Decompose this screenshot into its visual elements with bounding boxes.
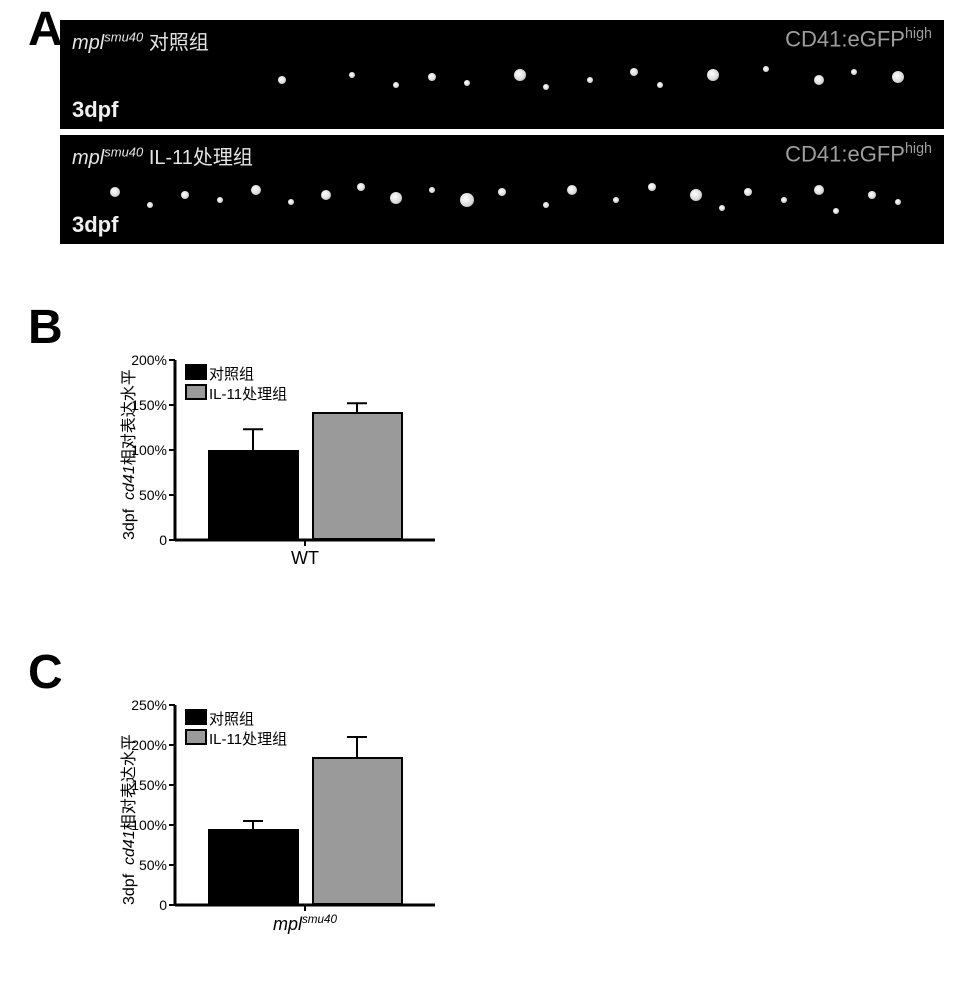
fluorescent-cell <box>181 191 189 199</box>
micrograph-control: mplsmu40 对照组 CD41:eGFPhigh 3dpf <box>60 20 944 129</box>
fluorescent-cell <box>657 82 663 88</box>
fluorescent-cell <box>278 76 286 84</box>
panel-b-label: B <box>28 300 63 355</box>
chart-c: 050%100%150%200%250%3dpf cd41相对表达水平mplsm… <box>120 700 440 930</box>
chart-bar <box>208 450 299 540</box>
fluorescent-cell <box>833 208 839 214</box>
micrograph-control-title: mplsmu40 对照组 <box>72 26 209 55</box>
fluorescent-cell <box>349 72 355 78</box>
fluorescent-cell <box>217 197 223 203</box>
chart-bar <box>208 829 299 905</box>
fluorescent-cell <box>613 197 619 203</box>
fluorescent-cell <box>851 69 857 75</box>
fluorescent-cell <box>321 190 331 200</box>
legend-label: 对照组 <box>209 363 254 384</box>
fluorescent-cell <box>147 202 153 208</box>
micrograph-control-marker: CD41:eGFPhigh <box>785 26 932 52</box>
micrograph-treated-stage: 3dpf <box>72 212 118 238</box>
x-axis-label: WT <box>291 548 319 569</box>
chart-bar <box>312 757 403 905</box>
fluorescent-cell <box>587 77 593 83</box>
y-axis-label: 3dpf cd41相对表达水平 <box>115 734 139 905</box>
fluorescent-cell <box>707 69 719 81</box>
fluorescent-cell <box>690 189 702 201</box>
panel-a-label: A <box>28 2 63 57</box>
fluorescent-cell <box>895 199 901 205</box>
fluorescent-cell <box>393 82 399 88</box>
fluorescent-cell <box>251 185 261 195</box>
fluorescent-cell <box>543 84 549 90</box>
fluorescent-cell <box>110 187 120 197</box>
fluorescent-cell <box>763 66 769 72</box>
fluorescent-cell <box>464 80 470 86</box>
chart-bar <box>312 412 403 540</box>
fluorescent-cell <box>429 187 435 193</box>
fluorescent-cell <box>814 75 824 85</box>
fluorescent-cell <box>892 71 904 83</box>
chart-b: 050%100%150%200%3dpf cd41相对表达水平WT对照组IL-1… <box>120 355 440 565</box>
fluorescent-cell <box>868 191 876 199</box>
fluorescent-cell <box>460 193 474 207</box>
fluorescent-cell <box>744 188 752 196</box>
fluorescent-cell <box>567 185 577 195</box>
legend-swatch <box>185 729 207 745</box>
micrograph-treated: mplsmu40 IL-11处理组 CD41:eGFPhigh 3dpf <box>60 135 944 244</box>
fluorescent-cell <box>428 73 436 81</box>
micrograph-treated-title: mplsmu40 IL-11处理组 <box>72 141 253 170</box>
legend-swatch <box>185 364 207 380</box>
legend-label: 对照组 <box>209 708 254 729</box>
fluorescent-cell <box>648 183 656 191</box>
y-axis-label: 3dpf cd41相对表达水平 <box>115 369 139 540</box>
legend-label: IL-11处理组 <box>209 383 287 404</box>
fluorescent-cell <box>498 188 506 196</box>
fluorescent-cell <box>543 202 549 208</box>
panel-c-label: C <box>28 645 63 700</box>
fluorescent-cell <box>630 68 638 76</box>
x-axis-label: mplsmu40 <box>273 913 337 935</box>
fluorescent-cell <box>288 199 294 205</box>
fluorescent-cell <box>814 185 824 195</box>
fluorescent-cell <box>357 183 365 191</box>
legend-swatch <box>185 709 207 725</box>
legend-label: IL-11处理组 <box>209 728 287 749</box>
fluorescent-cell <box>390 192 402 204</box>
fluorescent-cell <box>514 69 526 81</box>
fluorescent-cell <box>781 197 787 203</box>
micrograph-treated-marker: CD41:eGFPhigh <box>785 141 932 167</box>
fluorescent-cell <box>719 205 725 211</box>
legend-swatch <box>185 384 207 400</box>
micrograph-control-stage: 3dpf <box>72 97 118 123</box>
